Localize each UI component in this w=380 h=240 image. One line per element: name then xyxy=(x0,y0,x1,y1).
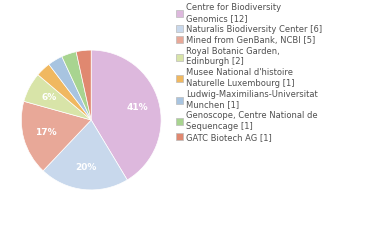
Wedge shape xyxy=(21,101,91,171)
Text: 6%: 6% xyxy=(41,93,57,102)
Wedge shape xyxy=(43,120,127,190)
Legend: Centre for Biodiversity
Genomics [12], Naturalis Biodiversity Center [6], Mined : Centre for Biodiversity Genomics [12], N… xyxy=(175,2,323,143)
Wedge shape xyxy=(24,75,91,120)
Wedge shape xyxy=(38,64,91,120)
Text: 17%: 17% xyxy=(35,128,56,137)
Wedge shape xyxy=(76,50,91,120)
Wedge shape xyxy=(49,57,91,120)
Wedge shape xyxy=(62,52,91,120)
Text: 20%: 20% xyxy=(75,163,97,172)
Text: 41%: 41% xyxy=(126,103,148,112)
Wedge shape xyxy=(91,50,161,180)
